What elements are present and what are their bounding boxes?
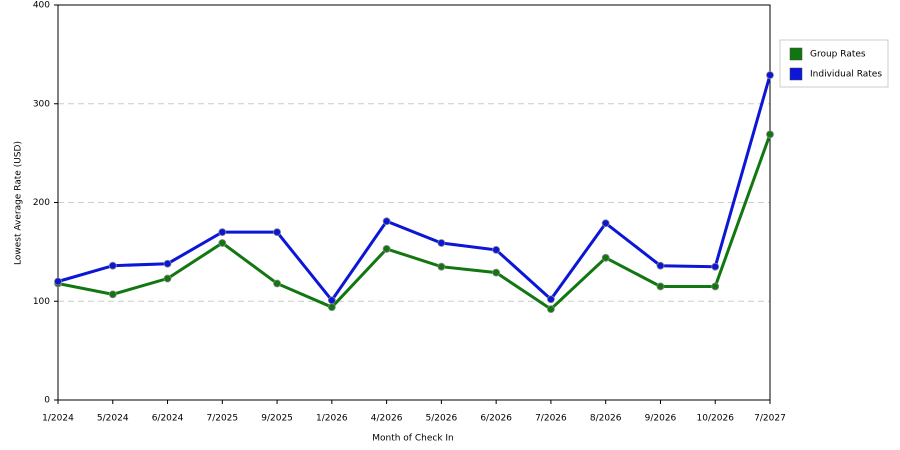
point — [327, 303, 336, 312]
x-tick-label: 1/2024 — [42, 414, 74, 424]
y-axis-label: Lowest Average Rate (USD) — [14, 141, 24, 265]
legend-label: Group Rates — [810, 50, 866, 60]
x-tick-label: 6/2024 — [152, 414, 184, 424]
x-tick-label: 7/2026 — [535, 414, 567, 424]
x-tick-label: 6/2026 — [480, 414, 512, 424]
legend-label: Individual Rates — [810, 70, 882, 80]
point — [437, 262, 446, 271]
x-tick-label: 7/2025 — [206, 414, 238, 424]
x-tick-label: 9/2026 — [645, 414, 677, 424]
x-tick-label: 7/2027 — [754, 414, 786, 424]
point — [766, 71, 774, 80]
y-tick-label: 200 — [33, 198, 50, 208]
point — [711, 282, 720, 291]
point — [492, 268, 501, 277]
x-tick-label: 4/2026 — [371, 414, 403, 424]
x-tick-label: 10/2026 — [697, 414, 735, 424]
point — [163, 274, 172, 283]
y-tick-label: 400 — [33, 1, 50, 11]
point — [218, 239, 227, 247]
point — [601, 253, 610, 262]
point — [108, 261, 117, 270]
point — [382, 245, 391, 253]
x-tick-label: 1/2026 — [316, 414, 348, 424]
x-tick-label: 8/2026 — [590, 414, 622, 424]
plot-frame — [57, 4, 771, 401]
point — [711, 262, 720, 271]
legend-swatch — [789, 67, 803, 81]
point — [54, 277, 62, 286]
point — [656, 282, 665, 291]
x-tick-label: 5/2026 — [426, 414, 458, 424]
point — [547, 305, 555, 314]
series-line — [57, 74, 772, 303]
point — [273, 279, 281, 288]
y-tick-label: 300 — [33, 99, 50, 109]
point — [547, 295, 555, 304]
point — [108, 290, 117, 299]
point — [492, 245, 501, 254]
point — [766, 130, 774, 139]
point — [437, 239, 446, 247]
point — [163, 259, 172, 268]
point — [382, 217, 391, 226]
legend-swatch — [789, 47, 803, 61]
x-axis-label: Month of Check In — [372, 434, 454, 444]
y-tick-label: 0 — [44, 396, 50, 406]
y-tick-label: 100 — [33, 297, 50, 307]
point — [327, 296, 336, 305]
point — [273, 228, 281, 237]
x-tick-label: 5/2024 — [97, 414, 129, 424]
x-tick-label: 9/2025 — [261, 414, 293, 424]
point — [656, 261, 665, 270]
point — [218, 228, 227, 237]
series-line — [57, 133, 772, 312]
point — [601, 219, 610, 228]
